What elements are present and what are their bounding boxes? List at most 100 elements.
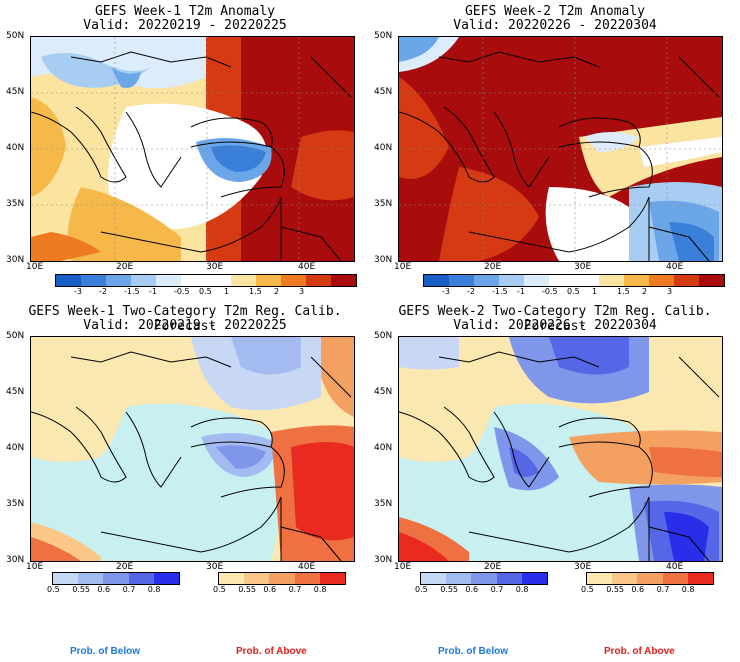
colorbar-label: 1.5 xyxy=(617,287,630,296)
colorbar-label: 0.6 xyxy=(263,585,277,594)
probability-above-labels: 0.5 0.55 0.6 0.7 0.8 xyxy=(579,585,705,597)
colorbar-swatch xyxy=(281,275,306,286)
lon-tick: 30E xyxy=(206,562,224,572)
colorbar-swatch xyxy=(131,275,156,286)
colorbar-label: 0.5 xyxy=(199,287,212,296)
colorbar-label: -3 xyxy=(74,287,82,296)
colorbar-swatch xyxy=(421,573,447,584)
colorbar-label: -1.5 xyxy=(124,287,140,296)
colorbar-swatch xyxy=(219,573,245,584)
colorbar-swatch xyxy=(662,573,688,584)
colorbar-swatch xyxy=(181,275,206,286)
panel-valid: Valid: 20220219 - 20220225 xyxy=(83,318,287,333)
lat-tick: 50N xyxy=(6,331,25,341)
lat-tick: 40N xyxy=(374,143,393,153)
lat-tick: 35N xyxy=(374,199,393,209)
colorbar-label: 0.55 xyxy=(606,585,624,594)
lat-tick: 40N xyxy=(374,443,393,453)
colorbar-label: 0.8 xyxy=(515,585,529,594)
probability-below-colorbar xyxy=(420,572,548,585)
colorbar-swatch xyxy=(474,275,499,286)
probability-below-colorbar xyxy=(52,572,180,585)
colorbar-label: 0.55 xyxy=(440,585,458,594)
colorbar-swatch xyxy=(446,573,472,584)
colorbar-label: 1 xyxy=(224,287,230,296)
colorbar-label: -1.5 xyxy=(492,287,508,296)
lat-tick: 45N xyxy=(6,87,25,97)
colorbar-swatch xyxy=(699,275,724,286)
panel-week1-probability: GEFS Week-1 Two-Category T2m Reg. Calib.… xyxy=(0,300,370,662)
lat-tick: 30N xyxy=(6,255,25,265)
colorbar-label: 2 xyxy=(642,287,648,296)
lon-tick: 40E xyxy=(298,262,316,272)
panel-week2-probability: GEFS Week-2 Two-Category T2m Reg. Calib.… xyxy=(370,300,740,662)
lon-tick: 30E xyxy=(574,262,592,272)
lon-tick: 20E xyxy=(116,562,134,572)
prob-above-label: Prob. of Above xyxy=(236,646,307,657)
colorbar-label: 0.5 xyxy=(581,585,594,594)
anomaly-map-week2 xyxy=(398,36,723,262)
panel-title: GEFS Week-1 Two-Category T2m Reg. Calib.… xyxy=(28,304,342,334)
colorbar-swatch xyxy=(244,573,270,584)
lat-tick: 50N xyxy=(374,31,393,41)
lat-tick: 35N xyxy=(374,499,393,509)
colorbar-label: 1.5 xyxy=(249,287,262,296)
colorbar-label: 0.7 xyxy=(122,585,136,594)
lon-tick: 10E xyxy=(394,562,412,572)
lon-tick: 10E xyxy=(26,262,44,272)
colorbar-label: 0.8 xyxy=(681,585,695,594)
colorbar-swatch xyxy=(294,573,320,584)
lon-tick: 40E xyxy=(666,562,684,572)
prob-below-label: Prob. of Below xyxy=(438,646,508,657)
lon-tick: 40E xyxy=(666,262,684,272)
probability-map-week2 xyxy=(398,336,723,562)
colorbar-label: 0.8 xyxy=(313,585,327,594)
colorbar-swatch xyxy=(499,275,524,286)
prob-below-label: Prob. of Below xyxy=(70,646,140,657)
colorbar-label: 3 xyxy=(299,287,305,296)
lon-tick: 20E xyxy=(116,262,134,272)
panel-valid: Valid: 20220226 - 20220304 xyxy=(453,18,657,33)
colorbar-swatch xyxy=(156,275,181,286)
lon-tick: 20E xyxy=(484,262,502,272)
probability-above-colorbar xyxy=(218,572,346,585)
colorbar-label: 1 xyxy=(592,287,598,296)
colorbar-label: 0.6 xyxy=(631,585,645,594)
lat-tick: 30N xyxy=(374,255,393,265)
probability-above-colorbar xyxy=(586,572,714,585)
anomaly-map-week1 xyxy=(30,36,355,262)
lat-tick: 30N xyxy=(6,555,25,565)
colorbar-swatch xyxy=(319,573,346,584)
colorbar-label: 0.7 xyxy=(656,585,670,594)
lat-tick: 35N xyxy=(6,199,25,209)
colorbar-label: 0.7 xyxy=(288,585,302,594)
colorbar-swatch xyxy=(331,275,356,286)
probability-map-week1 xyxy=(30,336,355,562)
colorbar-label: 0.5 xyxy=(567,287,580,296)
colorbar-swatch xyxy=(471,573,497,584)
lon-tick: 40E xyxy=(298,562,316,572)
colorbar-label: 3 xyxy=(667,287,673,296)
colorbar-label: 0.5 xyxy=(213,585,226,594)
colorbar-swatch xyxy=(306,275,331,286)
colorbar-swatch xyxy=(81,275,106,286)
colorbar-swatch xyxy=(269,573,295,584)
colorbar-swatch xyxy=(612,573,638,584)
colorbar-swatch xyxy=(153,573,180,584)
colorbar-swatch xyxy=(524,275,549,286)
probability-below-labels: 0.5 0.55 0.6 0.7 0.8 xyxy=(45,585,171,597)
lat-tick: 45N xyxy=(374,87,393,97)
colorbar-swatch xyxy=(521,573,548,584)
lon-tick: 10E xyxy=(26,562,44,572)
colorbar-swatch xyxy=(56,275,81,286)
colorbar-swatch xyxy=(574,275,599,286)
colorbar-swatch xyxy=(687,573,714,584)
colorbar-swatch xyxy=(587,573,613,584)
colorbar-label: -1 xyxy=(149,287,157,296)
anomaly-colorbar xyxy=(55,274,357,287)
lon-tick: 30E xyxy=(574,562,592,572)
panel-week1-anomaly: GEFS Week-1 T2m Anomaly Valid: 20220219 … xyxy=(0,0,370,300)
colorbar-swatch xyxy=(256,275,281,286)
colorbar-label: -1 xyxy=(517,287,525,296)
colorbar-label: 0.55 xyxy=(238,585,256,594)
